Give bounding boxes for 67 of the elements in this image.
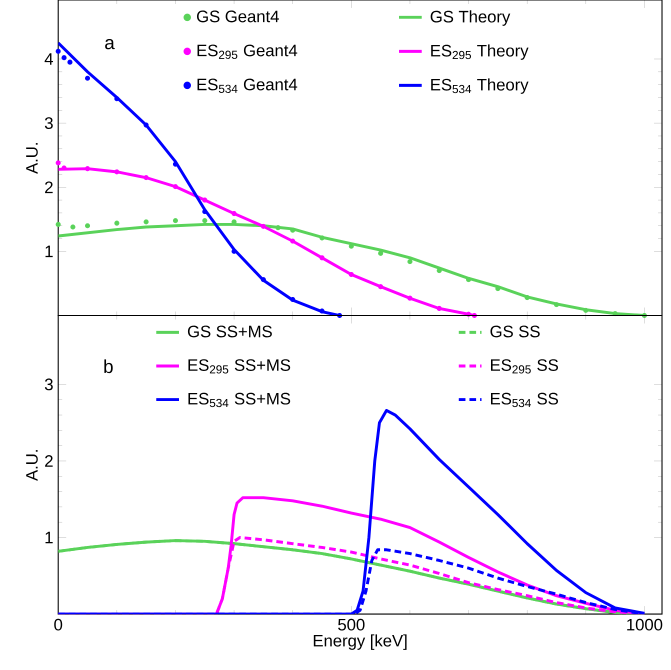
x-axis-title: Energy [keV] — [314, 634, 407, 650]
legend-label: ES$_{534}$ SS — [491, 392, 558, 408]
point — [56, 48, 61, 54]
y-tick-label: 3 — [44, 117, 53, 130]
point — [319, 308, 325, 314]
point — [56, 160, 61, 166]
point — [202, 209, 208, 214]
point — [172, 184, 178, 190]
y-tick-label: 4 — [44, 53, 54, 65]
annotation: a — [105, 39, 115, 50]
point — [466, 277, 472, 282]
y-axis-title: A.U. — [26, 450, 38, 481]
point — [62, 55, 67, 60]
point — [524, 295, 530, 300]
point — [202, 198, 208, 203]
point — [84, 223, 90, 228]
legend-label: GS Theory — [430, 10, 510, 26]
point — [202, 218, 208, 224]
point — [276, 225, 281, 230]
x-tick-label: 1000 — [627, 618, 662, 631]
legend-label: ES$_{295}$ SS+MS — [188, 359, 290, 374]
point — [290, 296, 296, 302]
point — [172, 218, 178, 224]
point — [348, 272, 354, 278]
point — [67, 60, 72, 65]
point — [144, 175, 149, 180]
legend-label: GS SS — [490, 326, 540, 338]
point — [114, 96, 120, 102]
legend-label: ES$_{295}$ Geant4 — [198, 44, 298, 59]
x-tick-label: 500 — [338, 618, 365, 631]
point — [378, 284, 384, 290]
legend-label: GS SS+MS — [188, 326, 272, 338]
point — [319, 255, 325, 260]
annotation: b — [104, 359, 113, 374]
y-tick-label: 2 — [45, 455, 53, 467]
legend-label: ES$_{534}$ SS+MS — [188, 392, 290, 408]
point — [407, 259, 412, 264]
point — [260, 277, 266, 282]
y-tick-label: 2 — [45, 181, 53, 194]
x-tick-label: 0 — [54, 618, 62, 631]
point — [378, 250, 384, 256]
point — [114, 220, 120, 226]
point — [260, 224, 266, 229]
point — [407, 296, 412, 301]
point — [70, 224, 76, 230]
point — [554, 302, 560, 308]
legend-label: ES$_{534}$ Geant4 — [198, 78, 298, 93]
point — [583, 308, 588, 313]
point — [144, 219, 149, 224]
y-axis-title: A.U. — [26, 143, 38, 174]
legend-label: ES$_{295}$ SS — [491, 359, 558, 374]
point — [114, 169, 120, 174]
point — [56, 222, 61, 227]
point — [319, 235, 325, 240]
y-tick-label: 1 — [46, 532, 53, 544]
point — [436, 306, 442, 311]
point — [290, 238, 296, 244]
legend-label: ES$_{534}$ Theory — [431, 78, 529, 94]
point — [144, 122, 149, 128]
point — [84, 76, 90, 81]
y-tick-label: 1 — [46, 246, 53, 258]
legend-label: ES$_{295}$ Theory — [431, 44, 529, 60]
point — [232, 211, 237, 216]
legend-label: GS Geant4 — [197, 10, 279, 22]
point — [84, 166, 90, 172]
point — [290, 228, 296, 233]
y-tick-label: 3 — [44, 378, 53, 390]
